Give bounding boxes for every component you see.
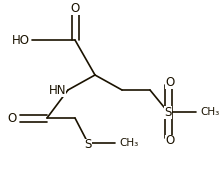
Text: HO: HO — [12, 33, 30, 46]
Text: S: S — [164, 105, 172, 119]
Text: CH₃: CH₃ — [119, 138, 138, 148]
Text: CH₃: CH₃ — [200, 107, 219, 117]
Text: S: S — [84, 139, 92, 152]
Text: O: O — [165, 75, 175, 88]
Text: O: O — [8, 112, 17, 125]
Text: O: O — [165, 135, 175, 147]
Text: O: O — [70, 2, 80, 15]
Text: HN: HN — [48, 84, 66, 97]
